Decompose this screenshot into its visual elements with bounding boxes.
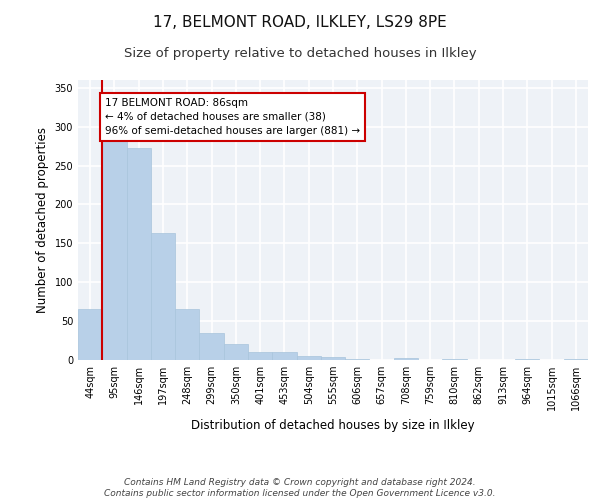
Bar bbox=[296, 356, 321, 360]
Bar bbox=[272, 352, 296, 360]
Bar bbox=[78, 310, 102, 360]
Bar bbox=[224, 344, 248, 360]
Bar bbox=[127, 148, 151, 360]
X-axis label: Distribution of detached houses by size in Ilkley: Distribution of detached houses by size … bbox=[191, 418, 475, 432]
Bar bbox=[102, 140, 127, 360]
Bar bbox=[345, 359, 370, 360]
Text: Size of property relative to detached houses in Ilkley: Size of property relative to detached ho… bbox=[124, 48, 476, 60]
Bar bbox=[151, 233, 175, 360]
Text: 17 BELMONT ROAD: 86sqm
← 4% of detached houses are smaller (38)
96% of semi-deta: 17 BELMONT ROAD: 86sqm ← 4% of detached … bbox=[105, 98, 360, 136]
Y-axis label: Number of detached properties: Number of detached properties bbox=[36, 127, 49, 313]
Text: Contains HM Land Registry data © Crown copyright and database right 2024.
Contai: Contains HM Land Registry data © Crown c… bbox=[104, 478, 496, 498]
Bar bbox=[515, 359, 539, 360]
Bar bbox=[394, 358, 418, 360]
Bar bbox=[442, 359, 467, 360]
Text: 17, BELMONT ROAD, ILKLEY, LS29 8PE: 17, BELMONT ROAD, ILKLEY, LS29 8PE bbox=[153, 15, 447, 30]
Bar bbox=[321, 357, 345, 360]
Bar bbox=[564, 359, 588, 360]
Bar bbox=[175, 310, 199, 360]
Bar bbox=[199, 333, 224, 360]
Bar bbox=[248, 352, 272, 360]
